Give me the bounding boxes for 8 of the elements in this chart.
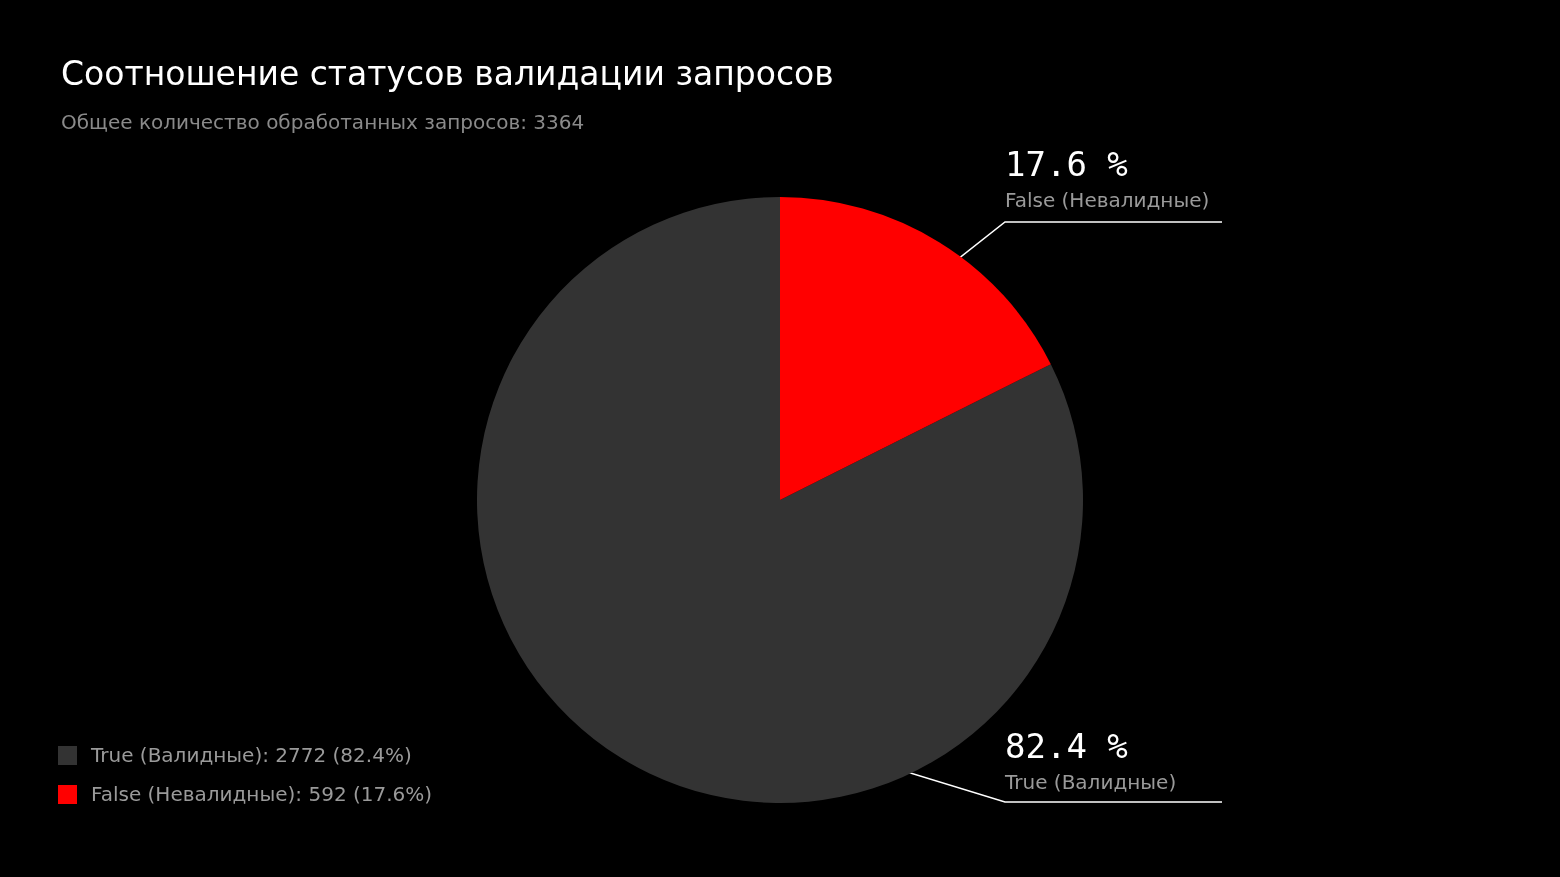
chart-title: Соотношение статусов валидации запросов — [61, 54, 834, 93]
chart-subtitle: Общее количество обработанных запросов: 3364 — [61, 110, 585, 134]
slice-label: False (Невалидные) — [1005, 188, 1210, 212]
text: True (Валидные): 2772 (82.4%) — [91, 743, 412, 767]
data-label: 17.6 % — [1005, 144, 1128, 184]
data-label: 82.4 % — [1005, 726, 1128, 766]
text: False (Невалидные): 592 (17.6%) — [91, 782, 433, 806]
slice-label: True (Валидные) — [1004, 770, 1177, 794]
